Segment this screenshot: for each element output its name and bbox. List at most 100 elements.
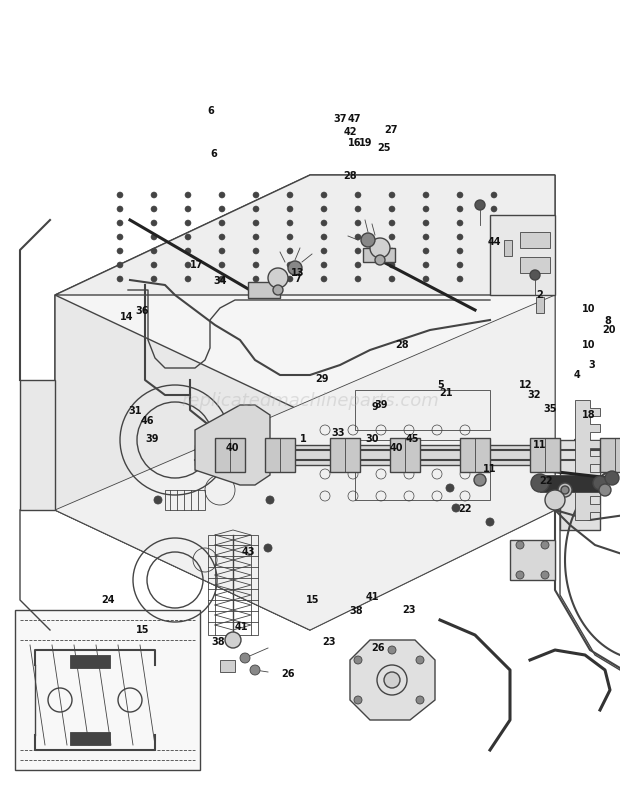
Polygon shape: [575, 400, 600, 520]
Polygon shape: [350, 640, 435, 720]
Bar: [520, 257, 550, 273]
Polygon shape: [330, 438, 360, 472]
Circle shape: [491, 220, 497, 226]
Text: 10: 10: [582, 340, 596, 350]
Circle shape: [491, 192, 497, 198]
Circle shape: [266, 496, 274, 504]
Circle shape: [446, 484, 454, 492]
Circle shape: [354, 656, 362, 664]
Text: 9: 9: [372, 403, 378, 412]
Text: 25: 25: [378, 144, 391, 153]
Circle shape: [117, 206, 123, 212]
Text: 28: 28: [343, 172, 357, 181]
Circle shape: [219, 248, 225, 254]
Circle shape: [457, 234, 463, 240]
Text: 15: 15: [136, 625, 149, 634]
Text: 5: 5: [437, 380, 443, 390]
Circle shape: [321, 276, 327, 282]
Polygon shape: [600, 438, 620, 472]
Text: 31: 31: [128, 406, 142, 415]
Circle shape: [240, 653, 250, 663]
Circle shape: [321, 234, 327, 240]
Text: replicatedmachineparts.com: replicatedmachineparts.com: [181, 392, 439, 410]
Polygon shape: [460, 438, 490, 472]
Text: 26: 26: [281, 669, 295, 678]
Text: 39: 39: [145, 435, 159, 444]
Circle shape: [151, 262, 157, 268]
Circle shape: [117, 234, 123, 240]
Polygon shape: [530, 438, 560, 472]
Text: 15: 15: [306, 595, 320, 605]
Text: 39: 39: [374, 400, 388, 410]
Polygon shape: [390, 438, 420, 472]
Circle shape: [287, 220, 293, 226]
Circle shape: [530, 270, 540, 280]
Polygon shape: [490, 215, 555, 295]
Polygon shape: [15, 610, 200, 770]
Circle shape: [384, 672, 400, 688]
Circle shape: [321, 248, 327, 254]
Text: 20: 20: [602, 326, 616, 335]
Circle shape: [389, 248, 395, 254]
Circle shape: [321, 262, 327, 268]
Text: 10: 10: [582, 304, 596, 314]
Text: 23: 23: [322, 637, 335, 646]
Text: 3: 3: [589, 360, 595, 370]
Text: 33: 33: [331, 428, 345, 438]
Text: 46: 46: [141, 416, 154, 426]
Circle shape: [389, 276, 395, 282]
Circle shape: [185, 234, 191, 240]
Circle shape: [355, 220, 361, 226]
Text: 42: 42: [343, 128, 357, 137]
Circle shape: [219, 262, 225, 268]
Text: 47: 47: [348, 114, 361, 124]
Polygon shape: [220, 660, 235, 672]
Polygon shape: [20, 380, 55, 510]
Text: 21: 21: [440, 388, 453, 398]
Circle shape: [268, 268, 288, 288]
Circle shape: [355, 206, 361, 212]
Circle shape: [321, 206, 327, 212]
Text: 43: 43: [241, 547, 255, 557]
Text: 28: 28: [395, 340, 409, 350]
Circle shape: [253, 262, 259, 268]
Circle shape: [250, 665, 260, 675]
Bar: [536, 297, 544, 313]
Circle shape: [388, 646, 396, 654]
Circle shape: [264, 544, 272, 552]
Polygon shape: [215, 438, 245, 472]
Text: 40: 40: [226, 443, 239, 452]
Circle shape: [599, 484, 611, 496]
Text: 44: 44: [488, 237, 502, 247]
Circle shape: [516, 541, 524, 549]
Circle shape: [219, 220, 225, 226]
Circle shape: [593, 476, 607, 490]
Circle shape: [253, 192, 259, 198]
Polygon shape: [70, 732, 110, 745]
Circle shape: [541, 571, 549, 579]
Text: 45: 45: [405, 435, 419, 444]
Circle shape: [321, 192, 327, 198]
Circle shape: [475, 200, 485, 210]
Circle shape: [423, 220, 429, 226]
Circle shape: [516, 571, 524, 579]
Circle shape: [185, 220, 191, 226]
Text: 22: 22: [539, 476, 552, 486]
Circle shape: [185, 276, 191, 282]
Text: 18: 18: [582, 411, 596, 420]
Circle shape: [491, 262, 497, 268]
Polygon shape: [540, 475, 600, 492]
Text: 6: 6: [208, 106, 214, 115]
Text: 19: 19: [359, 138, 373, 148]
Circle shape: [253, 234, 259, 240]
Circle shape: [423, 234, 429, 240]
Bar: [520, 232, 550, 248]
Text: 40: 40: [390, 443, 404, 452]
Circle shape: [117, 262, 123, 268]
Circle shape: [287, 206, 293, 212]
Text: 4: 4: [574, 371, 580, 380]
Text: 34: 34: [213, 276, 227, 286]
Text: 12: 12: [519, 380, 533, 390]
Circle shape: [457, 276, 463, 282]
Polygon shape: [265, 438, 295, 472]
